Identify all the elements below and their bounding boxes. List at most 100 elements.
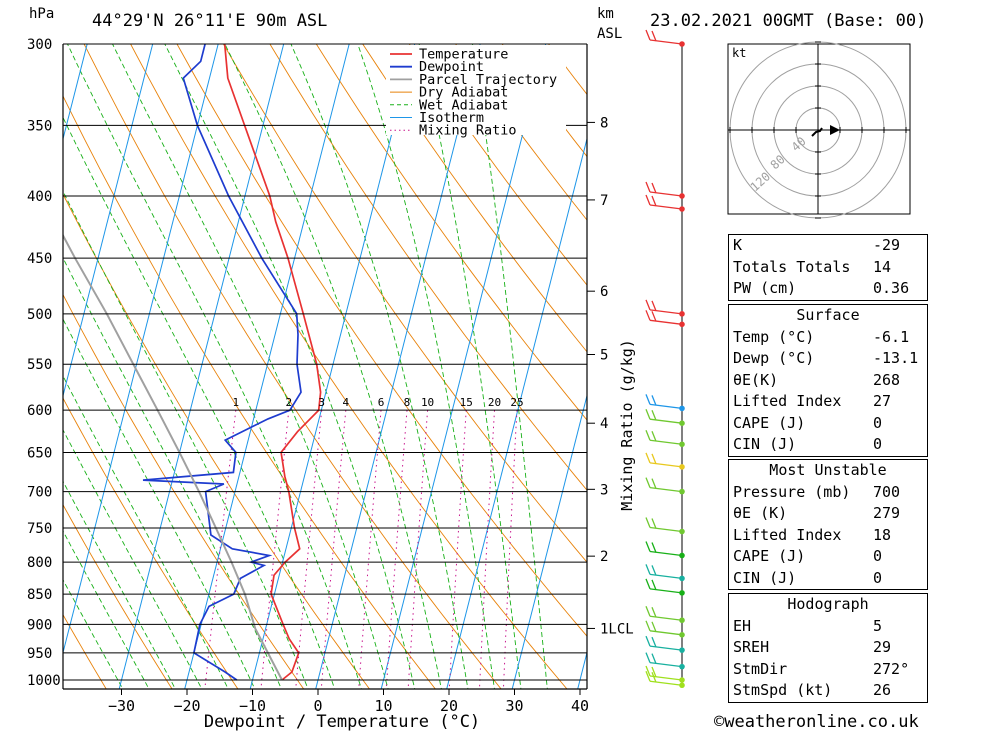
surface-label: θE(K) — [733, 370, 779, 389]
mu-row: CAPE (J) 0 — [729, 546, 927, 568]
mixing-ratio-line — [204, 410, 237, 689]
wind-barb — [649, 319, 683, 325]
mixing-ratio-line — [260, 410, 290, 689]
wet-adiabat-line — [418, 44, 522, 689]
temperature-tick-label: 40 — [571, 697, 589, 715]
mu-value: 18 — [873, 525, 892, 544]
mu-row: Lifted Index 18 — [729, 525, 927, 547]
wind-barb-feather — [651, 565, 657, 576]
wind-barb-feather — [651, 579, 657, 591]
wind-barb-dot — [679, 552, 685, 559]
wind-barb-feather — [645, 652, 651, 663]
pressure-tick-label: 1000 — [27, 673, 61, 689]
dry-adiabat-line — [176, 44, 587, 637]
indices-panel: K -29 Totals Totals 14 PW (cm) 0.36 — [728, 234, 928, 301]
surface-value: 268 — [873, 370, 901, 389]
wind-barb-feather — [645, 29, 651, 41]
height-unit-label: km — [597, 6, 614, 22]
wind-barb-feather — [645, 408, 651, 420]
wet-adiabat-line — [63, 256, 282, 689]
legend-label: Parcel Trajectory — [419, 72, 557, 88]
wind-barb-feather — [645, 310, 651, 321]
mu-label: θE (K) — [733, 504, 788, 522]
mixing-ratio-label: 6 — [378, 396, 385, 409]
wind-barb-feather — [651, 311, 657, 322]
index-row: K -29 — [729, 235, 927, 257]
wet-adiabat-line — [63, 578, 124, 689]
pressure-tick-label: 300 — [27, 37, 52, 53]
mixing-ratio-line — [448, 410, 467, 689]
isotherm-line — [63, 44, 154, 398]
surface-row: θE(K) 268 — [729, 370, 927, 392]
wet-adiabat-line — [111, 44, 389, 689]
wind-barb-feather — [651, 672, 657, 683]
wind-barb — [649, 486, 683, 493]
mixing-ratio-line — [320, 410, 347, 689]
legend-label: Isotherm — [419, 110, 484, 126]
wind-barb-feather — [651, 653, 657, 664]
parcel-line — [63, 233, 283, 681]
wet-adiabat-line — [63, 190, 309, 689]
hodograph-trace — [811, 127, 823, 137]
wet-adiabat-line — [472, 44, 548, 689]
wind-barb-feather — [651, 478, 657, 489]
hodo-label: StmDir — [733, 659, 788, 678]
pressure-tick-label: 750 — [27, 521, 52, 537]
wind-barb-feather — [651, 666, 657, 678]
chart-axes: 1 2 3 4 6 8 10 15 20 2530035040045050055060065070… — [27, 37, 636, 732]
index-row: Totals Totals 14 — [729, 257, 927, 279]
index-label: Totals Totals — [733, 257, 851, 276]
dry-adiabat-line — [455, 44, 587, 221]
dry-adiabat-line — [315, 44, 587, 421]
legend-box — [386, 45, 566, 135]
wind-barb-feather — [645, 452, 651, 464]
isotherm-line — [446, 136, 587, 689]
wind-barb-dot — [679, 420, 685, 426]
mixing-ratio-label: 8 — [404, 396, 411, 409]
surface-row: Temp (°C) -6.1 — [729, 327, 927, 349]
dry-adiabat-line — [63, 397, 239, 689]
surface-value: 0 — [873, 435, 883, 453]
legend-label: Wet Adiabat — [419, 97, 508, 113]
legend-label: Dry Adiabat — [419, 85, 508, 101]
height-tick-label: 3 — [600, 482, 608, 498]
surface-row: Lifted Index 27 — [729, 391, 927, 413]
most-unstable-title: Most Unstable — [769, 461, 887, 479]
pressure-tick-label: 350 — [27, 118, 52, 134]
surface-value: -6.1 — [873, 327, 910, 346]
temperature-tick-label: 0 — [313, 697, 322, 715]
dry-adiabat-line — [63, 613, 107, 689]
wind-barb — [649, 39, 683, 45]
surface-panel: Surface Temp (°C) -6.1 Dewp (°C) -13.1 θE(… — [728, 304, 928, 457]
wind-barb-dot — [679, 632, 685, 638]
wind-barb-dot — [679, 663, 685, 670]
mixing-ratio-line — [502, 410, 518, 689]
mu-label: Lifted Index — [733, 525, 842, 544]
copyright-link[interactable]: ©weatheronline.co.uk — [714, 712, 919, 732]
surface-row: CIN (J) 0 — [729, 434, 927, 456]
temperature-tick-label: 20 — [440, 697, 458, 715]
temperature-tick-label: 10 — [374, 697, 392, 715]
dewpoint-line — [142, 44, 302, 681]
wind-barb — [649, 309, 683, 315]
wind-barb-feather — [651, 195, 657, 207]
wind-barb-feather — [645, 564, 651, 575]
mixing-ratio-line — [478, 410, 495, 689]
wind-barb-feather — [645, 194, 651, 206]
isotherm-line — [63, 44, 219, 655]
x-axis-title: Dewpoint / Temperature (°C) — [204, 712, 480, 732]
mixing-ratio-line — [385, 410, 408, 689]
wet-adiabat-line — [63, 116, 336, 689]
legend-label: Temperature — [419, 47, 508, 63]
surface-label: Dewp (°C) — [733, 349, 815, 367]
wind-barb-feather — [645, 578, 651, 590]
wind-barb-feather — [651, 30, 657, 42]
mu-value: 279 — [873, 504, 901, 522]
height-unit-label-asl: ASL — [597, 26, 623, 42]
pressure-tick-label: 850 — [27, 587, 52, 603]
wind-barb-dot — [679, 677, 685, 683]
mu-label: Pressure (mb) — [733, 482, 851, 501]
surface-title: Surface — [796, 306, 860, 324]
wind-barb — [649, 573, 683, 580]
